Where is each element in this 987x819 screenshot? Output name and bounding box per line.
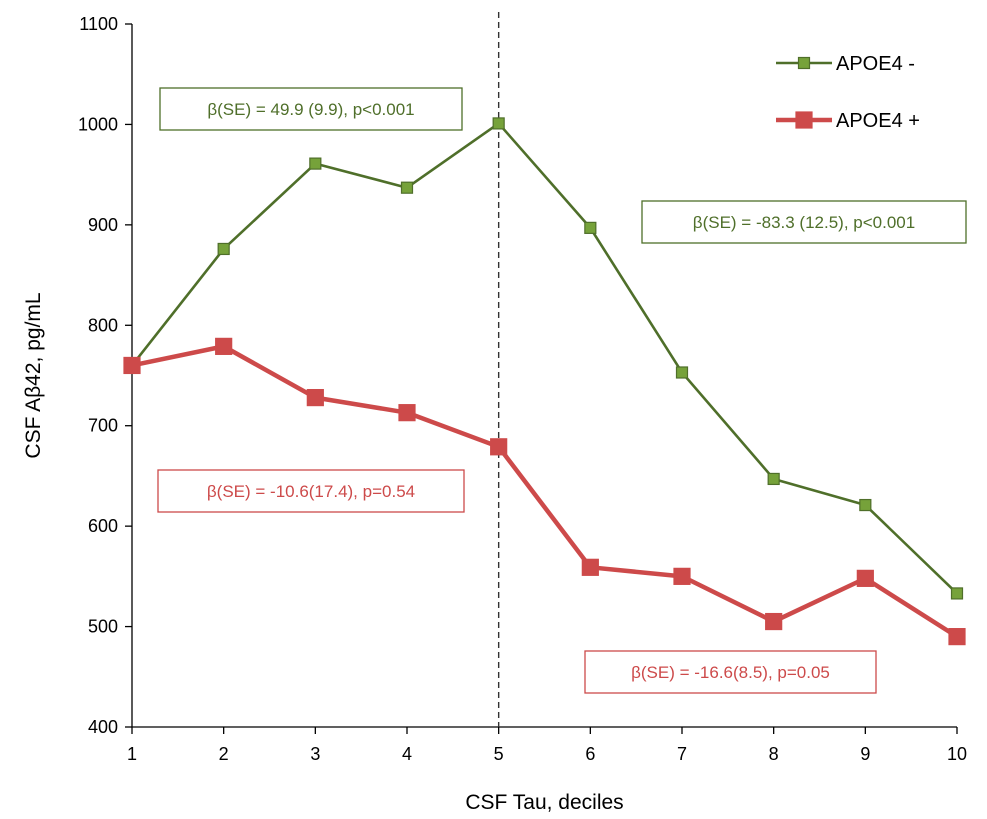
data-point-apoe4-positive <box>215 337 233 355</box>
series-group <box>123 117 966 646</box>
annotations: β(SE) = 49.9 (9.9), p<0.001 β(SE) = -83.3… <box>157 87 967 694</box>
annotation-frame <box>641 200 967 244</box>
data-point-apoe4-negative <box>859 498 872 512</box>
x-tick-label: 5 <box>494 744 504 764</box>
x-tick-label: 8 <box>769 744 779 764</box>
x-tick-label: 3 <box>310 744 320 764</box>
data-point-apoe4-negative <box>950 587 964 600</box>
data-point-apoe4-negative <box>767 472 780 486</box>
x-tick-label: 10 <box>947 744 967 764</box>
y-tick-label: 1000 <box>78 114 118 134</box>
data-point-apoe4-negative <box>584 221 597 234</box>
legend: APOE4 - APOE4 + <box>776 53 920 132</box>
data-point-apoe4-positive <box>490 438 508 456</box>
data-point-apoe4-negative <box>309 157 322 170</box>
data-point-apoe4-negative <box>675 366 689 379</box>
data-point-apoe4-negative <box>400 181 414 194</box>
annotation-box: β(SE) = -16.6(8.5), p=0.05 <box>584 650 877 694</box>
annotation-box: β(SE) = -10.6(17.4), p=0.54 <box>157 469 465 513</box>
data-point-apoe4-positive <box>123 356 141 375</box>
annotation-box: β(SE) = -83.3 (12.5), p<0.001 <box>641 200 967 244</box>
x-tick-label: 6 <box>585 744 595 764</box>
annotation-frame <box>159 87 463 131</box>
data-point-apoe4-positive <box>398 404 416 422</box>
annotation-text: β(SE) = -83.3 (12.5), p<0.001 <box>693 213 915 232</box>
legend-entry-apoe4-negative: APOE4 - <box>776 53 915 75</box>
y-tick-label: 700 <box>88 416 118 436</box>
x-tick-label: 4 <box>402 744 412 764</box>
annotation-text: β(SE) = 49.9 (9.9), p<0.001 <box>207 100 414 119</box>
data-point-apoe4-negative <box>492 117 505 130</box>
series-line-apoe4-negative <box>130 122 958 595</box>
y-tick-label: 900 <box>88 215 118 235</box>
annotation-frame <box>584 650 877 694</box>
data-point-apoe4-negative <box>217 242 230 256</box>
y-tick-label: 1100 <box>79 14 118 34</box>
y-axis-title: CSF Aβ42, pg/mL <box>22 292 45 458</box>
annotation-frame <box>157 469 465 513</box>
y-tick-label: 500 <box>88 617 118 637</box>
legend-swatch-marker <box>797 56 811 70</box>
annotation-box: β(SE) = 49.9 (9.9), p<0.001 <box>159 87 463 131</box>
annotation-text: β(SE) = -16.6(8.5), p=0.05 <box>631 663 830 682</box>
y-tick-label: 800 <box>88 315 118 335</box>
data-point-apoe4-positive <box>765 612 783 631</box>
data-point-apoe4-positive <box>856 569 874 587</box>
annotation-text: β(SE) = -10.6(17.4), p=0.54 <box>207 482 415 501</box>
y-tick-label: 400 <box>88 717 118 737</box>
x-tick-label: 1 <box>127 744 137 764</box>
series-line-apoe4-positive <box>131 344 959 639</box>
x-tick-label: 7 <box>677 744 687 764</box>
legend-entry-apoe4-positive: APOE4 + <box>776 110 920 132</box>
data-point-apoe4-positive <box>581 558 599 576</box>
data-point-apoe4-positive <box>948 628 966 646</box>
legend-swatch-marker <box>795 111 813 129</box>
x-axis-title: CSF Tau, deciles <box>465 791 623 814</box>
legend-label: APOE4 - <box>836 53 915 75</box>
x-tick-label: 9 <box>860 744 870 764</box>
x-tick-label: 2 <box>219 744 229 764</box>
axes: 400 500 600 700 800 900 1000 1100 1 2 3 4 5 6 7 8 9 10 <box>78 14 967 764</box>
data-point-apoe4-positive <box>673 567 691 585</box>
y-tick-label: 600 <box>88 516 118 536</box>
data-point-apoe4-positive <box>306 388 324 407</box>
legend-label: APOE4 + <box>836 110 920 132</box>
